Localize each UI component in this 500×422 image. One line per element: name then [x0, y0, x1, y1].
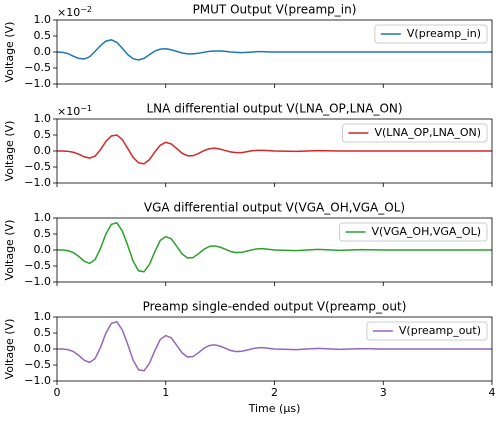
y-tick-label: −1.0 [24, 77, 51, 90]
legend-box [366, 321, 488, 341]
series-line [57, 221, 492, 273]
y-tick-label: −1.0 [24, 275, 51, 288]
subplot: PMUT Output V(preamp_in) Voltage (V) ×10−2… [3, 3, 493, 90]
y-tick-label: 0.0 [34, 144, 52, 157]
subplot-title: Preamp single-ended output V(preamp_out) [143, 300, 407, 314]
y-tick-label: −0.5 [24, 61, 51, 74]
y-tick-label: 1.0 [34, 13, 52, 26]
offset-text: ×10−2 [57, 5, 92, 20]
legend: V(preamp_in) [374, 24, 488, 44]
x-tick-label: 1 [162, 386, 169, 399]
subplot: VGA differential output V(VGA_OH,VGA_OL)… [3, 201, 493, 288]
subplot: Preamp single-ended output V(preamp_out)… [3, 300, 496, 416]
legend-label: V(LNA_OP,LNA_ON) [374, 126, 481, 139]
legend-box [341, 123, 488, 143]
y-axis-label: Voltage (V) [3, 121, 16, 182]
subplot-title: VGA differential output V(VGA_OH,VGA_OL) [144, 201, 405, 215]
x-tick-label: 2 [271, 386, 278, 399]
axes-frame [56, 316, 493, 382]
subplot-title: PMUT Output V(preamp_in) [193, 3, 357, 17]
y-tick-label: 0.0 [34, 243, 52, 256]
y-tick-label: 0.5 [34, 227, 52, 240]
y-tick-label: 0.0 [34, 342, 52, 355]
y-tick-label: 0.5 [34, 326, 52, 339]
y-tick-label: −0.5 [24, 160, 51, 173]
legend-label: V(preamp_in) [407, 27, 481, 40]
y-tick-label: 1.0 [34, 310, 52, 323]
y-tick-label: −0.5 [24, 358, 51, 371]
offset-exponent: −2 [80, 5, 92, 14]
y-tick-label: −1.0 [24, 374, 51, 387]
legend-label: V(VGA_OH,VGA_OL) [372, 225, 481, 238]
offset-base: ×10 [57, 105, 80, 118]
legend: V(LNA_OP,LNA_ON) [341, 123, 488, 143]
y-tick-label: 1.0 [34, 211, 52, 224]
legend-label: V(preamp_out) [399, 324, 481, 337]
x-tick-label: 4 [489, 386, 496, 399]
y-tick-label: 0.5 [34, 128, 52, 141]
offset-exponent: −1 [80, 104, 92, 113]
y-axis-label: Voltage (V) [3, 22, 16, 83]
subplot-title: LNA differential output V(LNA_OP,LNA_ON) [146, 102, 402, 116]
x-tick-label: 3 [380, 386, 387, 399]
subplot: LNA differential output V(LNA_OP,LNA_ON)… [3, 102, 493, 189]
y-tick-label: −0.5 [24, 259, 51, 272]
axes-frame [56, 217, 493, 283]
offset-text: ×10−1 [57, 104, 92, 119]
axes-frame [56, 118, 493, 184]
offset-base: ×10 [57, 6, 80, 19]
x-axis-label: Time (µs) [248, 402, 301, 415]
y-tick-label: 1.0 [34, 112, 52, 125]
legend: V(preamp_out) [366, 321, 488, 341]
legend-box [374, 24, 488, 44]
legend-box [339, 222, 488, 242]
y-axis-label: Voltage (V) [3, 319, 16, 380]
series-line [57, 134, 492, 165]
legend: V(VGA_OH,VGA_OL) [339, 222, 488, 242]
y-tick-label: 0.5 [34, 29, 52, 42]
y-tick-label: 0.0 [34, 45, 52, 58]
x-tick-label: 0 [54, 386, 61, 399]
series-line [57, 320, 492, 372]
axes-frame [56, 19, 493, 85]
series-line [56, 39, 492, 61]
y-axis-label: Voltage (V) [3, 220, 16, 281]
y-tick-label: −1.0 [24, 176, 51, 189]
